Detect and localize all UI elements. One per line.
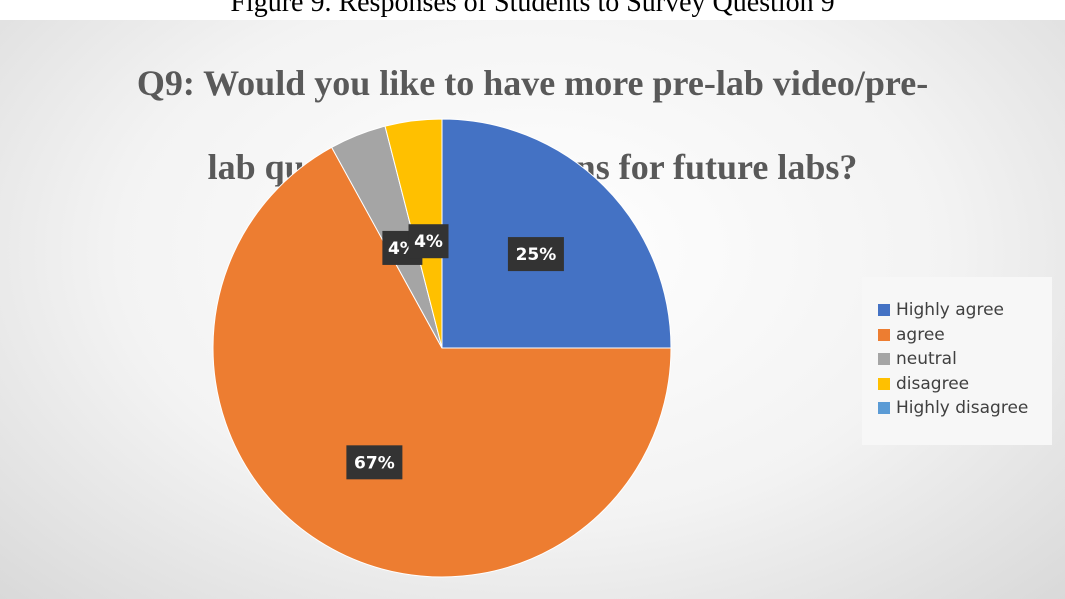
legend-item-agree: agree (878, 324, 945, 346)
data-label-box (507, 237, 564, 272)
legend-label: neutral (896, 349, 957, 369)
legend-label: Highly agree (896, 300, 1005, 320)
chart-area: Q9: Would you like to have more pre-lab … (0, 20, 1065, 599)
legend-swatch (878, 328, 890, 341)
chart-title: Q9: Would you like to have more pre-lab … (0, 20, 1065, 230)
data-label-highly-agree: 25% (507, 237, 564, 272)
legend-item-neutral: neutral (878, 348, 957, 370)
data-label-text: 4% (414, 232, 443, 252)
data-label-box (408, 224, 449, 259)
pie-slice-agree (212, 146, 672, 578)
data-label-box (346, 445, 403, 480)
legend-swatch (878, 377, 890, 390)
legend-swatch (878, 402, 890, 414)
legend-swatch (878, 304, 890, 316)
legend-item-highly-agree: Highly agree (878, 299, 1004, 321)
chart-legend: Highly agree agree neutral disagree Highly d… (862, 277, 1052, 445)
figure-caption-strip: Figure 9. Responses of Students to Surve… (0, 0, 1065, 20)
legend-item-disagree: disagree (878, 373, 969, 395)
chart-title-line-1: Q9: Would you like to have more pre-lab … (136, 63, 929, 103)
pie-slice-highly-agree (441, 118, 672, 349)
legend-swatch (878, 353, 890, 365)
figure-caption: Figure 9. Responses of Students to Surve… (230, 0, 835, 18)
legend-item-highly-disagree: Highly disagree (878, 397, 1028, 419)
legend-label: agree (896, 324, 945, 345)
data-label-text: 25% (516, 245, 557, 265)
legend-label: Highly disagree (896, 398, 1029, 418)
pie-chart: 25%67%4%4% (212, 118, 672, 578)
data-label-text: 67% (354, 453, 395, 473)
data-label-agree: 67% (346, 445, 403, 480)
legend-label: disagree (896, 373, 970, 394)
data-label-disagree: 4% (408, 224, 449, 259)
